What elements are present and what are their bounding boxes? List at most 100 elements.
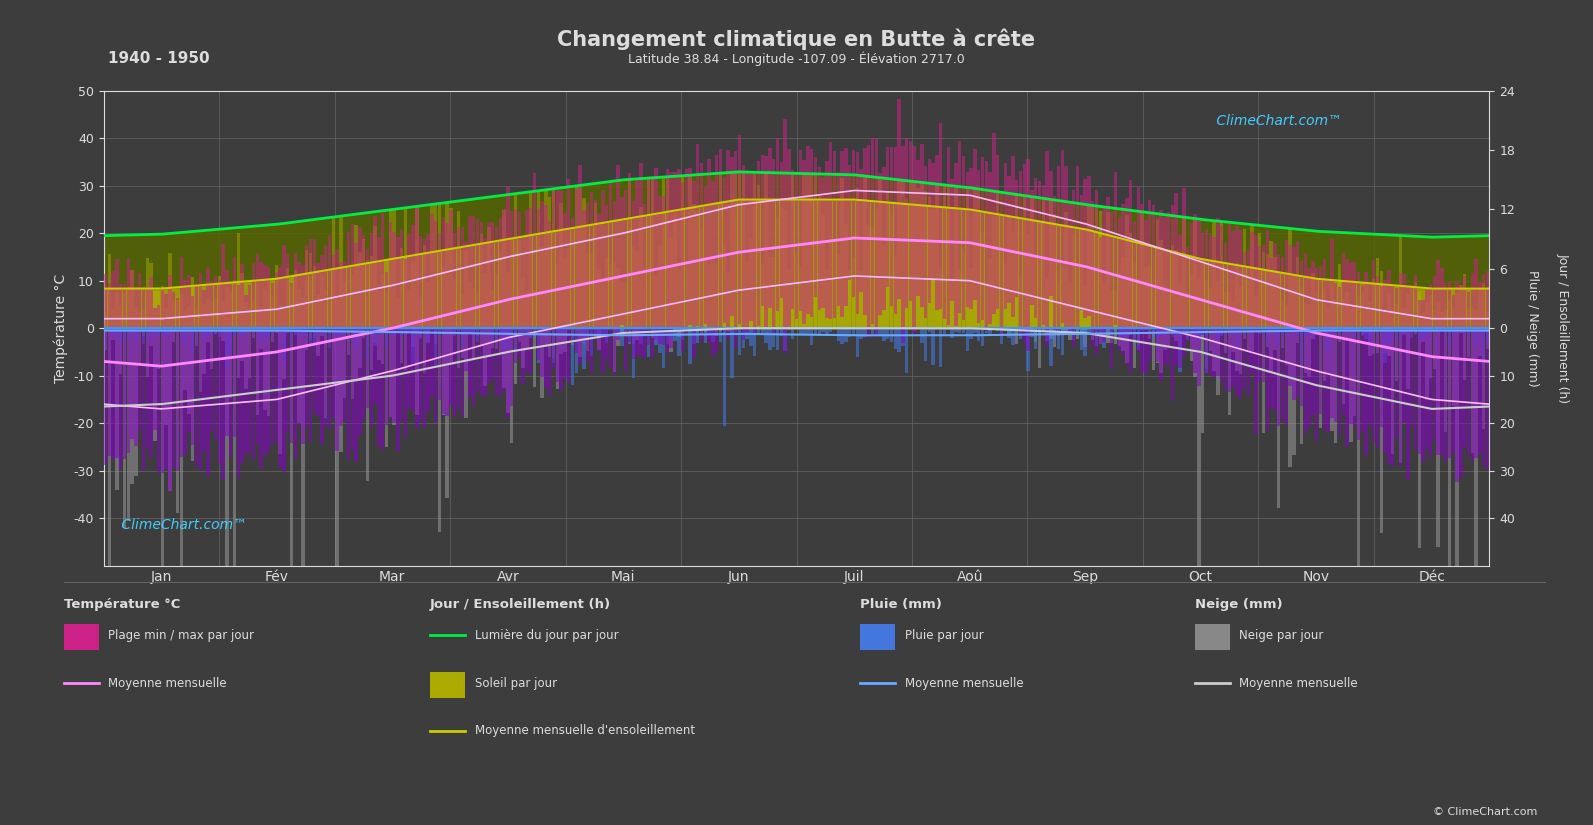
- Bar: [1278, 328, 1281, 427]
- Bar: [119, 328, 123, 470]
- Text: Changement climatique en Butte à crête: Changement climatique en Butte à crête: [558, 29, 1035, 50]
- Bar: [1352, 262, 1356, 328]
- Bar: [150, 263, 153, 328]
- Bar: [460, 328, 464, 417]
- Bar: [825, 270, 828, 328]
- Bar: [1223, 328, 1227, 390]
- Bar: [1212, 237, 1215, 328]
- Bar: [693, 204, 696, 328]
- Bar: [328, 328, 331, 333]
- Bar: [419, 297, 422, 328]
- Bar: [1015, 328, 1018, 343]
- Bar: [548, 197, 551, 328]
- Bar: [897, 180, 900, 328]
- Bar: [992, 328, 996, 330]
- Bar: [476, 290, 479, 328]
- Bar: [483, 273, 487, 328]
- Bar: [386, 328, 389, 347]
- Bar: [416, 208, 419, 328]
- Bar: [1171, 328, 1174, 401]
- Bar: [1110, 290, 1114, 328]
- Bar: [556, 328, 559, 389]
- Bar: [358, 328, 362, 330]
- Bar: [518, 239, 521, 328]
- Text: Latitude 38.84 - Longitude -107.09 - Élévation 2717.0: Latitude 38.84 - Longitude -107.09 - Élé…: [628, 51, 965, 66]
- Bar: [1086, 176, 1091, 316]
- Bar: [1368, 283, 1372, 328]
- Bar: [1314, 328, 1319, 335]
- Bar: [677, 169, 680, 328]
- Y-axis label: Jour / Ensoleillement (h)

Pluie / Neige (mm): Jour / Ensoleillement (h) Pluie / Neige …: [1526, 253, 1569, 403]
- Bar: [1467, 307, 1470, 328]
- Bar: [521, 238, 524, 328]
- Bar: [237, 328, 241, 378]
- Bar: [1152, 287, 1155, 328]
- Bar: [422, 328, 425, 332]
- Bar: [677, 328, 680, 356]
- Bar: [389, 222, 392, 328]
- Bar: [1064, 212, 1067, 328]
- Bar: [1072, 235, 1075, 328]
- Bar: [370, 233, 373, 328]
- Bar: [491, 222, 494, 328]
- Bar: [1034, 328, 1037, 349]
- Bar: [776, 217, 779, 328]
- Bar: [460, 328, 464, 358]
- Bar: [1432, 310, 1437, 328]
- Bar: [309, 328, 312, 442]
- Bar: [1322, 328, 1325, 381]
- Bar: [1125, 197, 1128, 328]
- Bar: [1037, 328, 1042, 369]
- Bar: [468, 216, 472, 328]
- Bar: [268, 282, 271, 328]
- Bar: [532, 172, 537, 328]
- Bar: [1133, 263, 1136, 328]
- Bar: [378, 328, 381, 446]
- Bar: [597, 214, 601, 328]
- Bar: [1395, 328, 1399, 342]
- Bar: [507, 187, 510, 328]
- Bar: [1380, 328, 1383, 533]
- Bar: [841, 177, 844, 328]
- Bar: [233, 280, 236, 328]
- Bar: [1155, 328, 1160, 338]
- Bar: [389, 328, 392, 334]
- Bar: [1383, 328, 1388, 453]
- Bar: [188, 328, 191, 330]
- Bar: [1209, 328, 1212, 375]
- Text: Plage min / max par jour: Plage min / max par jour: [108, 629, 255, 642]
- Bar: [1075, 328, 1078, 335]
- Bar: [449, 328, 452, 363]
- Bar: [1031, 190, 1034, 305]
- Bar: [1462, 328, 1467, 447]
- Bar: [1168, 211, 1171, 328]
- Bar: [658, 196, 661, 328]
- Bar: [710, 260, 715, 328]
- Bar: [175, 328, 180, 513]
- Bar: [221, 328, 225, 341]
- Bar: [422, 245, 425, 328]
- Bar: [1106, 328, 1110, 343]
- Bar: [1265, 328, 1270, 347]
- Bar: [172, 328, 175, 342]
- Bar: [123, 328, 126, 528]
- Bar: [252, 328, 255, 460]
- Bar: [765, 172, 768, 328]
- Bar: [825, 328, 828, 335]
- Bar: [210, 302, 213, 328]
- Bar: [441, 267, 444, 328]
- Bar: [1182, 328, 1185, 332]
- Bar: [293, 328, 296, 458]
- Bar: [403, 259, 408, 328]
- Bar: [1327, 307, 1330, 328]
- Bar: [644, 205, 647, 328]
- Bar: [1470, 328, 1474, 460]
- Bar: [252, 328, 255, 330]
- Bar: [180, 328, 183, 457]
- Bar: [1118, 328, 1121, 346]
- Bar: [115, 328, 118, 458]
- Bar: [441, 328, 444, 331]
- Bar: [1247, 328, 1251, 396]
- Bar: [274, 328, 279, 331]
- Bar: [452, 278, 457, 328]
